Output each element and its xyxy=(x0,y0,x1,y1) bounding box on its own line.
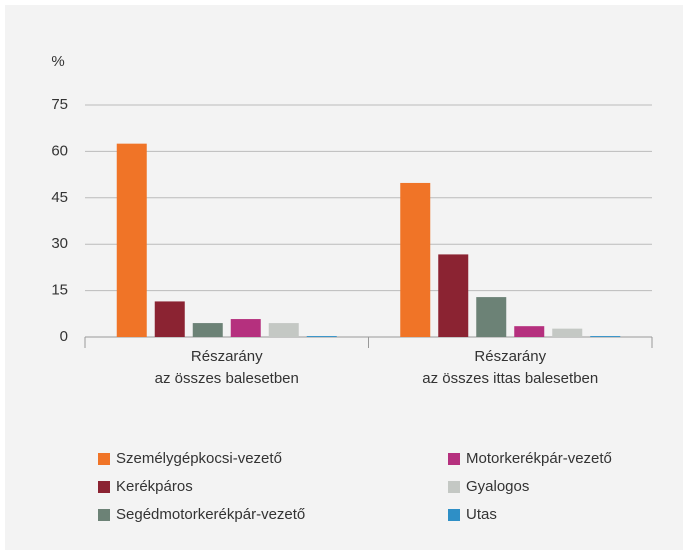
legend-label: Segédmotorkerékpár-vezető xyxy=(116,506,305,523)
legend-swatch xyxy=(98,481,110,493)
bar xyxy=(552,328,583,337)
legend-swatch xyxy=(448,509,460,521)
legend-label: Kerékpáros xyxy=(116,478,193,495)
bar xyxy=(116,143,147,337)
y-tick-label: 45 xyxy=(51,189,68,206)
legend-label: Motorkerékpár-vezető xyxy=(466,450,612,467)
legend-swatch xyxy=(448,453,460,465)
bar xyxy=(230,319,261,337)
bar xyxy=(438,254,469,337)
y-axis-label: % xyxy=(51,53,64,70)
x-tick-label: Részarány az összes balesetben xyxy=(154,348,299,387)
bar xyxy=(154,301,185,337)
legend-label: Gyalogos xyxy=(466,478,529,495)
bar xyxy=(590,336,621,337)
y-tick-label: 75 xyxy=(51,96,68,113)
bar xyxy=(514,326,545,337)
bar xyxy=(192,323,223,337)
legend-swatch xyxy=(98,509,110,521)
y-tick-label: 30 xyxy=(51,235,68,252)
legend-label: Utas xyxy=(466,506,497,523)
legend-label: Személygépkocsi-vezető xyxy=(116,450,282,467)
legend-swatch xyxy=(448,481,460,493)
bar xyxy=(268,323,299,337)
legend-swatch xyxy=(98,453,110,465)
bar xyxy=(306,336,337,337)
y-tick-label: 0 xyxy=(60,328,68,345)
y-tick-label: 60 xyxy=(51,142,68,159)
bar xyxy=(400,182,431,337)
y-tick-label: 15 xyxy=(51,282,68,299)
bar xyxy=(476,297,507,337)
x-tick-label: Részarány az összes ittas balesetben xyxy=(422,348,599,387)
